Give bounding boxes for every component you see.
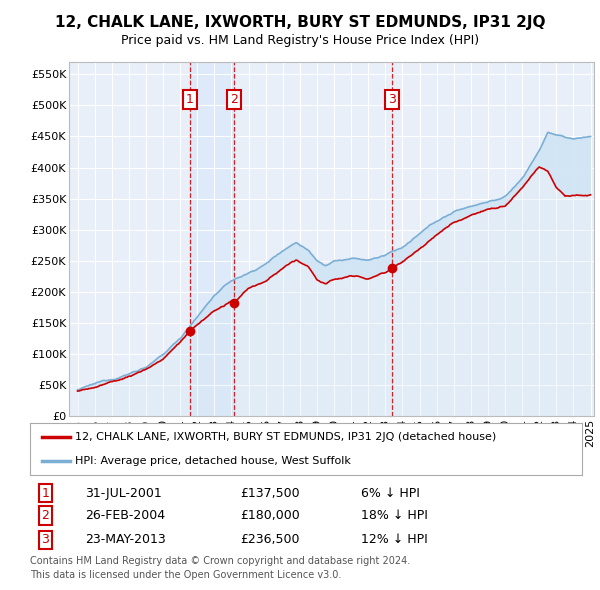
Text: 3: 3 [41, 533, 49, 546]
Text: 23-MAY-2013: 23-MAY-2013 [85, 533, 166, 546]
Text: 3: 3 [388, 93, 396, 106]
Text: 26-FEB-2004: 26-FEB-2004 [85, 509, 166, 522]
Text: HPI: Average price, detached house, West Suffolk: HPI: Average price, detached house, West… [75, 456, 351, 466]
Text: Price paid vs. HM Land Registry's House Price Index (HPI): Price paid vs. HM Land Registry's House … [121, 34, 479, 47]
Text: 6% ↓ HPI: 6% ↓ HPI [361, 487, 420, 500]
Text: 12% ↓ HPI: 12% ↓ HPI [361, 533, 428, 546]
Text: 1: 1 [186, 93, 194, 106]
Text: This data is licensed under the Open Government Licence v3.0.: This data is licensed under the Open Gov… [30, 570, 341, 580]
Text: 2: 2 [230, 93, 238, 106]
Text: Contains HM Land Registry data © Crown copyright and database right 2024.: Contains HM Land Registry data © Crown c… [30, 556, 410, 566]
Text: 12, CHALK LANE, IXWORTH, BURY ST EDMUNDS, IP31 2JQ (detached house): 12, CHALK LANE, IXWORTH, BURY ST EDMUNDS… [75, 432, 497, 442]
Text: 1: 1 [41, 487, 49, 500]
Text: £137,500: £137,500 [240, 487, 299, 500]
Text: £180,000: £180,000 [240, 509, 299, 522]
Text: £236,500: £236,500 [240, 533, 299, 546]
Text: 12, CHALK LANE, IXWORTH, BURY ST EDMUNDS, IP31 2JQ: 12, CHALK LANE, IXWORTH, BURY ST EDMUNDS… [55, 15, 545, 30]
Text: 31-JUL-2001: 31-JUL-2001 [85, 487, 162, 500]
Bar [190, 62, 234, 416]
Text: 18% ↓ HPI: 18% ↓ HPI [361, 509, 428, 522]
Text: 2: 2 [41, 509, 49, 522]
